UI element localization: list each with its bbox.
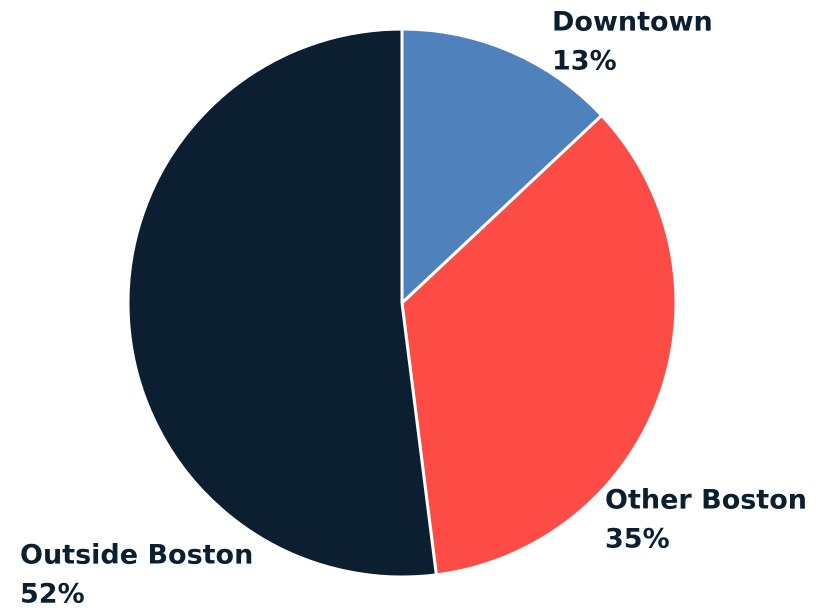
slice-value-label: 13% — [552, 46, 617, 77]
pie-slice — [400, 113, 678, 577]
pie-slice — [400, 27, 604, 305]
pie-slice — [126, 27, 438, 579]
slice-value-label: 35% — [605, 524, 670, 555]
slice-value-label: 52% — [20, 579, 85, 610]
slice-label: Downtown — [552, 7, 713, 38]
slice-label: Other Boston — [605, 485, 807, 516]
slice-label: Outside Boston — [20, 540, 253, 571]
